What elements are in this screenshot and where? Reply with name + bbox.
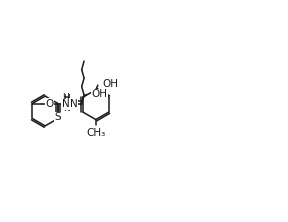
Text: N: N [70,99,78,109]
Text: H
N: H N [62,94,69,113]
Text: O: O [46,99,54,109]
Text: CH₃: CH₃ [86,128,105,138]
Text: N: N [62,99,69,109]
Text: H: H [62,93,69,102]
Text: OH: OH [92,89,107,99]
Text: OH: OH [102,79,118,89]
Text: S: S [54,112,61,122]
